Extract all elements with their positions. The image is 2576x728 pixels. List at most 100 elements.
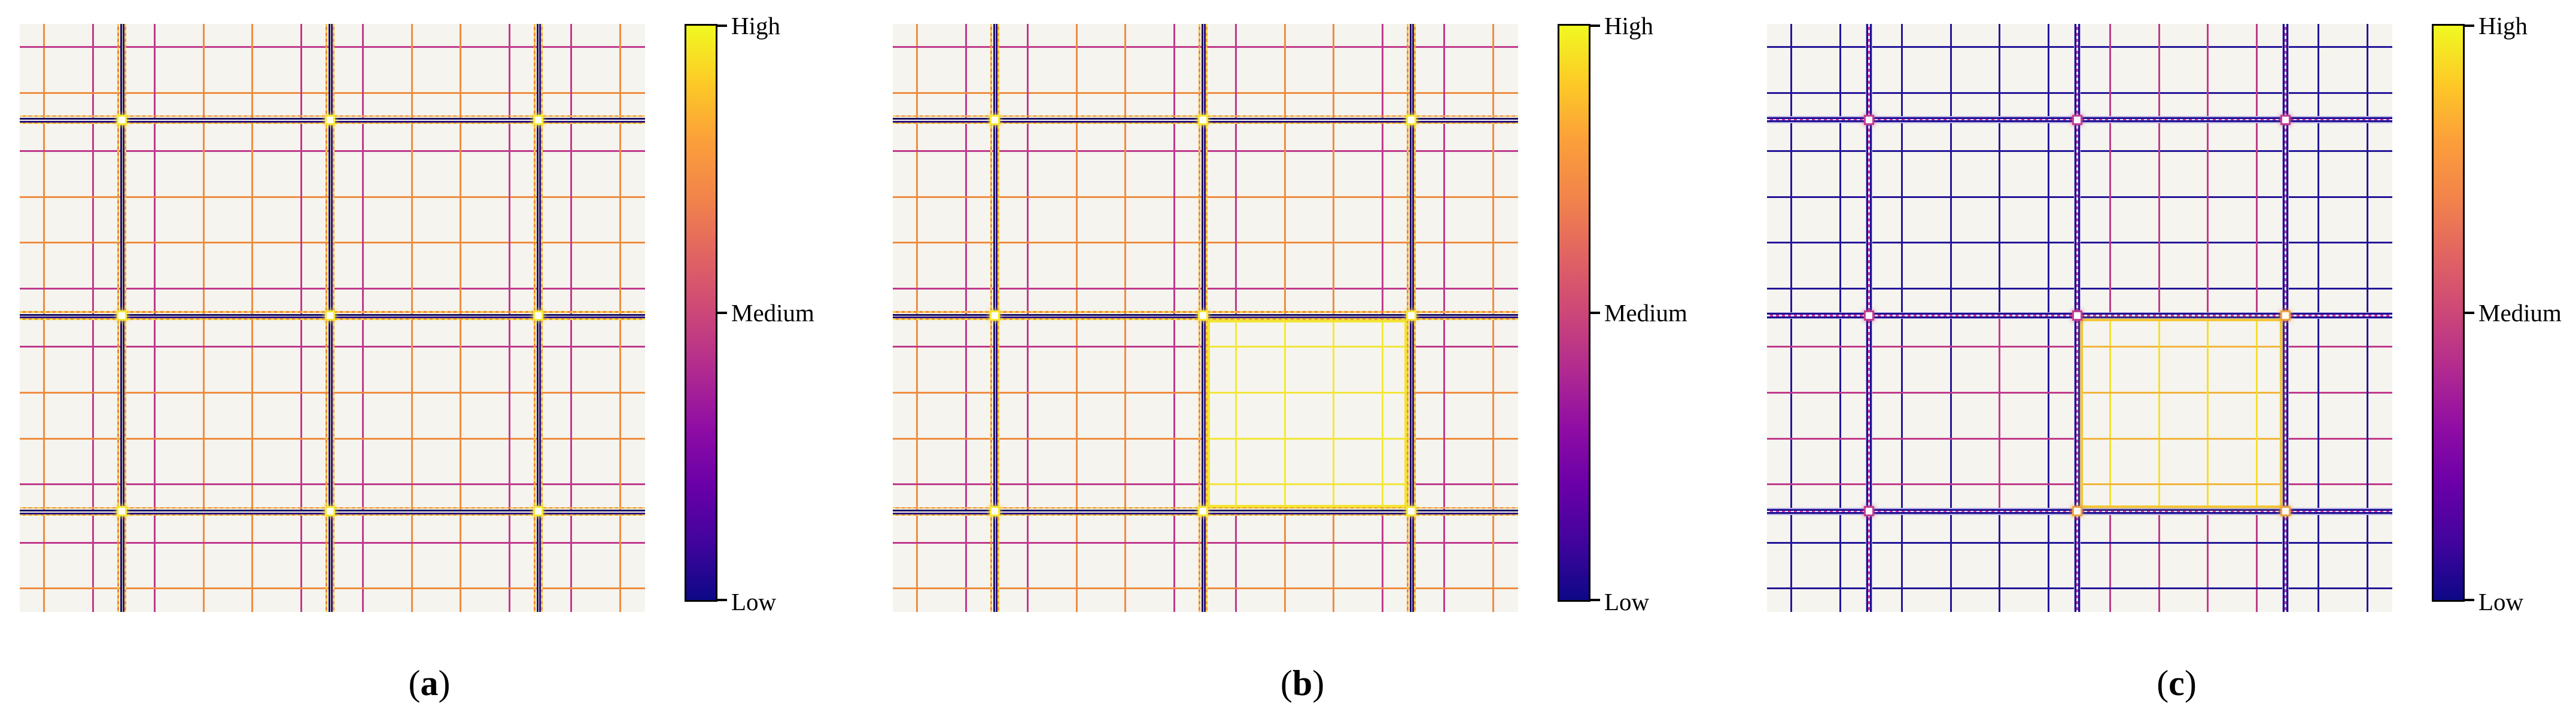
grid-line-vertical	[1235, 315, 1237, 511]
grid-line-vertical	[1284, 511, 1286, 612]
grid-line-vertical	[1999, 315, 2001, 511]
band-intersection-square	[533, 310, 543, 321]
colorbar-tick-low	[2465, 599, 2474, 601]
heatmap-a	[20, 24, 645, 612]
colorbar-tick-high	[1590, 25, 1600, 27]
grid-line-vertical	[1381, 511, 1383, 612]
band-intersection-square	[2280, 114, 2291, 125]
grid-line-horizontal	[1411, 483, 1518, 486]
band-intersection-square	[533, 506, 543, 517]
band-intersection-square	[2280, 506, 2291, 517]
colorbar-tick-low	[1590, 599, 1600, 601]
colorbar-label-high: High	[1604, 12, 1653, 39]
band-intersection-square	[116, 506, 127, 517]
grid-line-vertical	[2255, 24, 2258, 316]
grid-line-vertical	[1381, 24, 1383, 316]
grid-line-vertical	[2158, 315, 2160, 511]
panel-label-a: (a)	[0, 663, 859, 704]
band-intersection-square	[533, 114, 543, 125]
band-intersection-square	[1406, 506, 1416, 517]
grid-line-vertical	[2207, 315, 2209, 511]
band-intersection-square	[2280, 310, 2291, 321]
grid-line-vertical	[1284, 24, 1286, 316]
band-intersection-square	[324, 114, 335, 125]
grid-line-horizontal	[1411, 391, 1518, 394]
colorbar-label-low: Low	[2478, 588, 2524, 616]
colorbar-gradient-c	[2432, 24, 2465, 602]
grid-line-vertical	[1333, 315, 1335, 511]
grid-line-horizontal	[893, 483, 1203, 486]
grid-line-vertical	[2109, 24, 2112, 316]
grid-line-vertical	[2109, 511, 2112, 612]
band-intersection-square	[1197, 114, 1208, 125]
grid-line-horizontal	[1767, 346, 2078, 348]
band-intersection-square	[1406, 114, 1416, 125]
grid-line-horizontal	[893, 346, 1203, 348]
band-intersection-square	[116, 310, 127, 321]
grid-line-horizontal	[2285, 437, 2392, 440]
panel-c: High Medium Low (c)	[1747, 0, 2576, 728]
colorbar-gradient-b	[1558, 24, 1590, 602]
grid-line-vertical	[1235, 24, 1237, 316]
band-intersection-square	[2072, 114, 2082, 125]
highlight-block	[2081, 319, 2282, 508]
grid-line-horizontal	[1203, 391, 1412, 394]
colorbar-a: High Medium Low	[685, 12, 858, 628]
colorbar-label-medium: Medium	[2478, 299, 2562, 327]
grid-line-vertical	[2207, 511, 2209, 612]
band-intersection-square	[2072, 310, 2082, 321]
grid-line-vertical	[2158, 24, 2160, 316]
grid-line-vertical	[1381, 315, 1383, 511]
colorbar-tick-medium	[717, 312, 727, 314]
grid-line-vertical	[2255, 315, 2258, 511]
band-intersection-square	[1197, 310, 1208, 321]
panel-label-letter: c	[2169, 663, 2185, 703]
panel-label-close-paren: )	[2184, 663, 2197, 703]
grid-line-vertical	[1999, 24, 2001, 316]
grid-line-horizontal	[1411, 437, 1518, 440]
band-intersection-square	[989, 310, 1000, 321]
panel-label-letter: b	[1292, 663, 1313, 703]
panel-label-open-paren: (	[1280, 663, 1292, 703]
grid-line-horizontal	[2077, 391, 2286, 394]
grid-line-horizontal	[1411, 346, 1518, 348]
band-intersection-square	[1863, 310, 1874, 321]
colorbar-label-low: Low	[731, 588, 777, 616]
grid-line-horizontal	[2077, 346, 2286, 348]
grid-line-vertical	[2255, 511, 2258, 612]
heatmap-b	[893, 24, 1518, 612]
colorbar-label-high: High	[731, 12, 780, 39]
grid-line-horizontal	[2077, 437, 2286, 440]
panel-label-c: (c)	[1747, 663, 2576, 704]
colorbar-tick-high	[2465, 25, 2474, 27]
grid-line-horizontal	[1767, 391, 2078, 394]
panel-a: High Medium Low (a)	[0, 0, 859, 728]
grid-line-horizontal	[2285, 483, 2392, 486]
highlight-block	[1207, 319, 1407, 507]
grid-line-vertical	[1235, 511, 1237, 612]
grid-line-horizontal	[2077, 483, 2286, 486]
colorbar-tick-high	[717, 25, 727, 27]
colorbar-label-medium: Medium	[1604, 299, 1687, 327]
band-intersection-square	[989, 506, 1000, 517]
grid-line-horizontal	[893, 391, 1203, 394]
band-intersection-square	[324, 506, 335, 517]
grid-line-vertical	[2158, 511, 2160, 612]
grid-line-horizontal	[1203, 483, 1412, 486]
colorbar-tick-medium	[2465, 312, 2474, 314]
grid-line-horizontal	[1203, 437, 1412, 440]
grid-line-horizontal	[1767, 483, 2078, 486]
panel-label-close-paren: )	[438, 663, 451, 703]
band-intersection-square	[1406, 310, 1416, 321]
band-intersection-square	[324, 310, 335, 321]
grid-line-horizontal	[2285, 346, 2392, 348]
band-intersection-square	[2072, 506, 2082, 517]
panel-label-open-paren: (	[2157, 663, 2169, 703]
colorbar-tick-low	[717, 599, 727, 601]
grid-line-horizontal	[1203, 346, 1412, 348]
band-intersection-square	[1197, 506, 1208, 517]
grid-line-horizontal	[893, 437, 1203, 440]
panel-label-b: (b)	[873, 663, 1732, 704]
band-intersection-square	[116, 114, 127, 125]
